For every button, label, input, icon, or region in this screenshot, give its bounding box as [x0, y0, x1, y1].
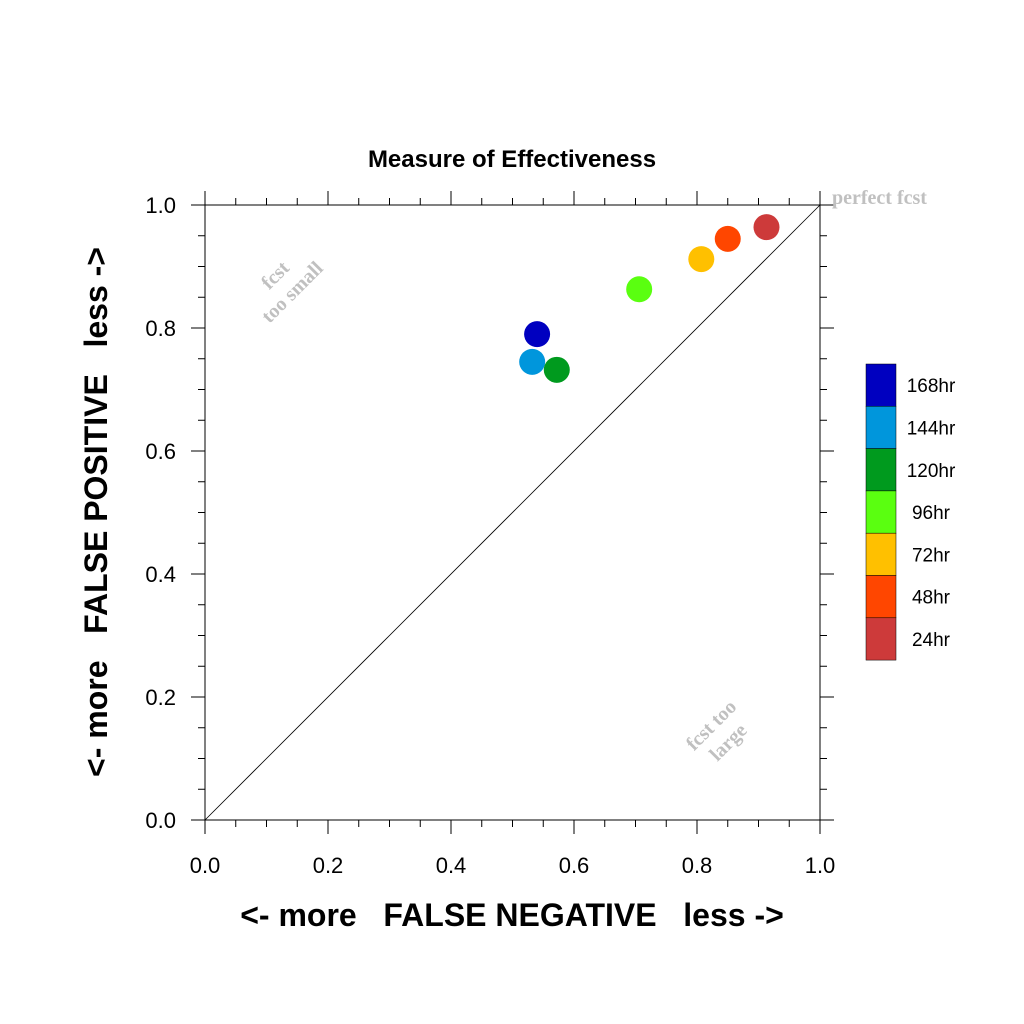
x-tick-label: 0.0	[190, 853, 221, 878]
point-120hr	[543, 356, 570, 383]
point-96hr	[626, 276, 653, 303]
legend-label-168hr: 168hr	[907, 376, 956, 397]
legend-swatch-48hr	[865, 575, 897, 619]
x-tick-label: 0.6	[559, 853, 590, 878]
axis-ticks	[191, 191, 834, 834]
legend-label-72hr: 72hr	[912, 545, 951, 566]
y-axis-label: <- more FALSE POSITIVE less ->	[78, 247, 114, 777]
annotation-too-large: fcst too large	[682, 696, 752, 766]
legend-label-96hr: 96hr	[912, 503, 951, 524]
reference-diagonal	[204, 204, 821, 821]
point-72hr	[688, 246, 715, 273]
y-tick-label: 0.4	[145, 562, 176, 587]
annotation-perfect-fcst: perfect fcst	[832, 187, 927, 209]
legend-label-24hr: 24hr	[912, 630, 951, 651]
y-tick-label: 1.0	[145, 193, 176, 218]
x-axis-label: <- more FALSE NEGATIVE less ->	[240, 897, 784, 933]
annotation-too-small: fcst too small	[257, 257, 328, 328]
point-24hr	[753, 214, 780, 241]
x-tick-labels: 0.0 0.2 0.4 0.6 0.8 1.0	[190, 853, 836, 878]
point-144hr	[519, 348, 546, 375]
y-tick-label: 0.8	[145, 316, 176, 341]
y-tick-labels: 0.0 0.2 0.4 0.6 0.8 1.0	[145, 193, 176, 833]
legend-label-144hr: 144hr	[907, 418, 956, 439]
x-tick-label: 0.2	[313, 853, 344, 878]
legend-swatch-144hr	[865, 406, 897, 449]
legend-label-120hr: 120hr	[907, 461, 956, 482]
x-tick-label: 1.0	[805, 853, 836, 878]
legend: 168hr 144hr 120hr 96hr 72hr 48hr 24hr	[865, 363, 956, 661]
y-tick-label: 0.2	[145, 685, 176, 710]
y-tick-label: 0.6	[145, 439, 176, 464]
legend-swatch-120hr	[865, 448, 897, 492]
point-168hr	[524, 321, 551, 348]
point-48hr	[714, 225, 741, 252]
legend-swatch-96hr	[865, 490, 897, 534]
legend-swatch-24hr	[865, 617, 897, 661]
y-tick-label: 0.0	[145, 808, 176, 833]
legend-swatch-72hr	[865, 532, 897, 576]
x-tick-label: 0.4	[436, 853, 467, 878]
legend-swatch-168hr	[865, 363, 897, 407]
data-points	[519, 214, 780, 383]
legend-label-48hr: 48hr	[912, 588, 951, 609]
chart-title: Measure of Effectiveness	[368, 146, 656, 173]
x-tick-label: 0.8	[682, 853, 713, 878]
